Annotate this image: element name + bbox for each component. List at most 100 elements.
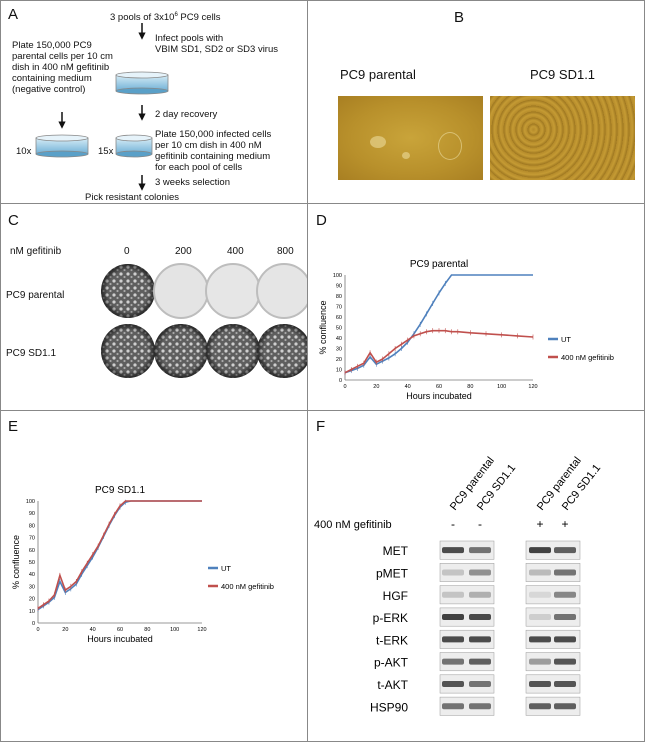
panel-a-mult-10: 10x [16, 146, 32, 157]
blot-band [554, 703, 576, 710]
y-tick-label: 10 [336, 368, 342, 374]
blot-band [469, 591, 491, 598]
blot-band [469, 703, 491, 710]
legend-label: 400 nM gefitinib [221, 582, 274, 591]
divider-row2 [0, 410, 644, 411]
panel-a-diagram [35, 23, 169, 191]
y-tick-label: 0 [32, 621, 35, 627]
x-tick-label: 0 [343, 384, 346, 390]
micrograph-pc9-sd1-1 [490, 96, 635, 180]
y-tick-label: 100 [333, 273, 342, 279]
divider-row1 [0, 203, 644, 204]
blot-strip [525, 674, 581, 694]
y-tick-label: 70 [29, 536, 35, 542]
blot-strip [525, 629, 581, 649]
panel-a-top-sup: 6 [174, 12, 178, 18]
blot-strip [525, 607, 581, 627]
blot-band [469, 658, 491, 665]
blot-strip [439, 696, 495, 716]
blot-strip [439, 540, 495, 560]
x-tick-label: 120 [528, 384, 537, 390]
blot-band [554, 547, 576, 554]
blot-strip [439, 629, 495, 649]
chart-pc9-parental: PC9 parental 0 10 20 30 40 50 60 70 80 90 100 0 20 40 6… [318, 259, 614, 401]
y-tick-label: 10 [29, 609, 35, 615]
blot-band-label: HSP90 [370, 700, 408, 714]
panel-a-mult-15: 15x [98, 146, 114, 157]
y-tick-label: 80 [29, 523, 35, 529]
blot-strip [439, 674, 495, 694]
blot-band [442, 636, 464, 643]
blot-band [529, 614, 551, 621]
panel-a-plate-parental-line: containing medium [12, 73, 92, 84]
y-tick-label: 50 [336, 326, 342, 332]
x-tick-label: 120 [197, 627, 206, 633]
plate-sd1-1-200 [154, 324, 208, 378]
x-axis-label: Hours incubated [87, 634, 153, 644]
y-axis-label: % confluence [11, 535, 21, 589]
panel-label-a: A [8, 6, 19, 23]
panel-c-dose: 800 [277, 246, 294, 257]
micrograph-pc9-parental [338, 96, 483, 180]
chart-title: PC9 parental [410, 259, 468, 270]
blot-strip [439, 585, 495, 605]
chart-pc9-sd1-1: PC9 SD1.1 0 10 20 30 40 50 60 70 80 90 100 0 20 40 60 80… [11, 485, 274, 644]
blot-band [529, 569, 551, 576]
y-tick-label: 90 [336, 284, 342, 290]
panel-c-row-label: PC9 parental [6, 290, 65, 301]
x-tick-label: 60 [117, 627, 123, 633]
blot-strip [525, 652, 581, 672]
blot-band-label: pMET [376, 566, 409, 580]
x-tick-label: 60 [436, 384, 442, 390]
blot-band [529, 703, 551, 710]
panel-c-row-label: PC9 SD1.1 [6, 348, 57, 359]
panel-c-header: nM gefitinib [10, 246, 62, 257]
plate-sd1-1-800 [257, 324, 307, 378]
blot-strip [525, 585, 581, 605]
plate-parental-400 [205, 263, 261, 319]
panel-a-pick: Pick resistant colonies [85, 192, 179, 203]
panel-label-f: F [316, 418, 326, 435]
x-tick-label: 100 [497, 384, 506, 390]
x-tick-label: 40 [405, 384, 411, 390]
y-tick-label: 30 [29, 584, 35, 590]
panel-c-plates [101, 263, 307, 378]
panel-c-dose: 0 [124, 246, 130, 257]
panel-a-top: 3 pools of 3x106 PC9 cells [110, 10, 221, 23]
x-axis-label: Hours incubated [406, 391, 472, 401]
blot-strip [439, 607, 495, 627]
blot-band [469, 636, 491, 643]
x-tick-label: 0 [36, 627, 39, 633]
blot-band [529, 636, 551, 643]
panel-a-plate-infected-line: Plate 150,000 infected cells [155, 129, 272, 140]
panel-label-b: B [454, 9, 465, 26]
blot-band [442, 591, 464, 598]
y-tick-label: 60 [336, 315, 342, 321]
plate-parental-800 [256, 263, 307, 319]
panel-a-plate-parental-line: Plate 150,000 PC9 [12, 40, 92, 51]
blot-band [554, 569, 576, 576]
y-tick-label: 20 [336, 357, 342, 363]
y-tick-label: 30 [336, 347, 342, 353]
panel-a-plate-infected: Plate 150,000 infected cells per 10 cm d… [155, 129, 271, 173]
x-tick-label: 80 [467, 384, 473, 390]
blot-band [529, 547, 551, 554]
panel-label-d: D [316, 212, 327, 229]
x-tick-label: 40 [90, 627, 96, 633]
panel-a-selection: 3 weeks selection [155, 177, 230, 188]
dish-icon [35, 134, 89, 158]
panel-a-top-end: PC9 cells [177, 12, 221, 24]
chart-title: PC9 SD1.1 [95, 485, 145, 496]
y-tick-label: 60 [29, 548, 35, 554]
blot-strip [439, 652, 495, 672]
y-tick-label: 40 [336, 336, 342, 342]
panel-a-plate-infected-line: for each pool of cells [155, 162, 243, 173]
series-line [37, 500, 202, 611]
divider-vertical [307, 0, 308, 741]
panel-a-infect-line: VBIM SD1, SD2 or SD3 virus [155, 44, 279, 55]
blot-band [529, 680, 551, 687]
blot-treatment-sign: + [561, 517, 568, 531]
panel-a-plate-infected-line: gefitinib containing medium [155, 151, 271, 162]
panel-b-right-title: PC9 SD1.1 [530, 67, 596, 82]
